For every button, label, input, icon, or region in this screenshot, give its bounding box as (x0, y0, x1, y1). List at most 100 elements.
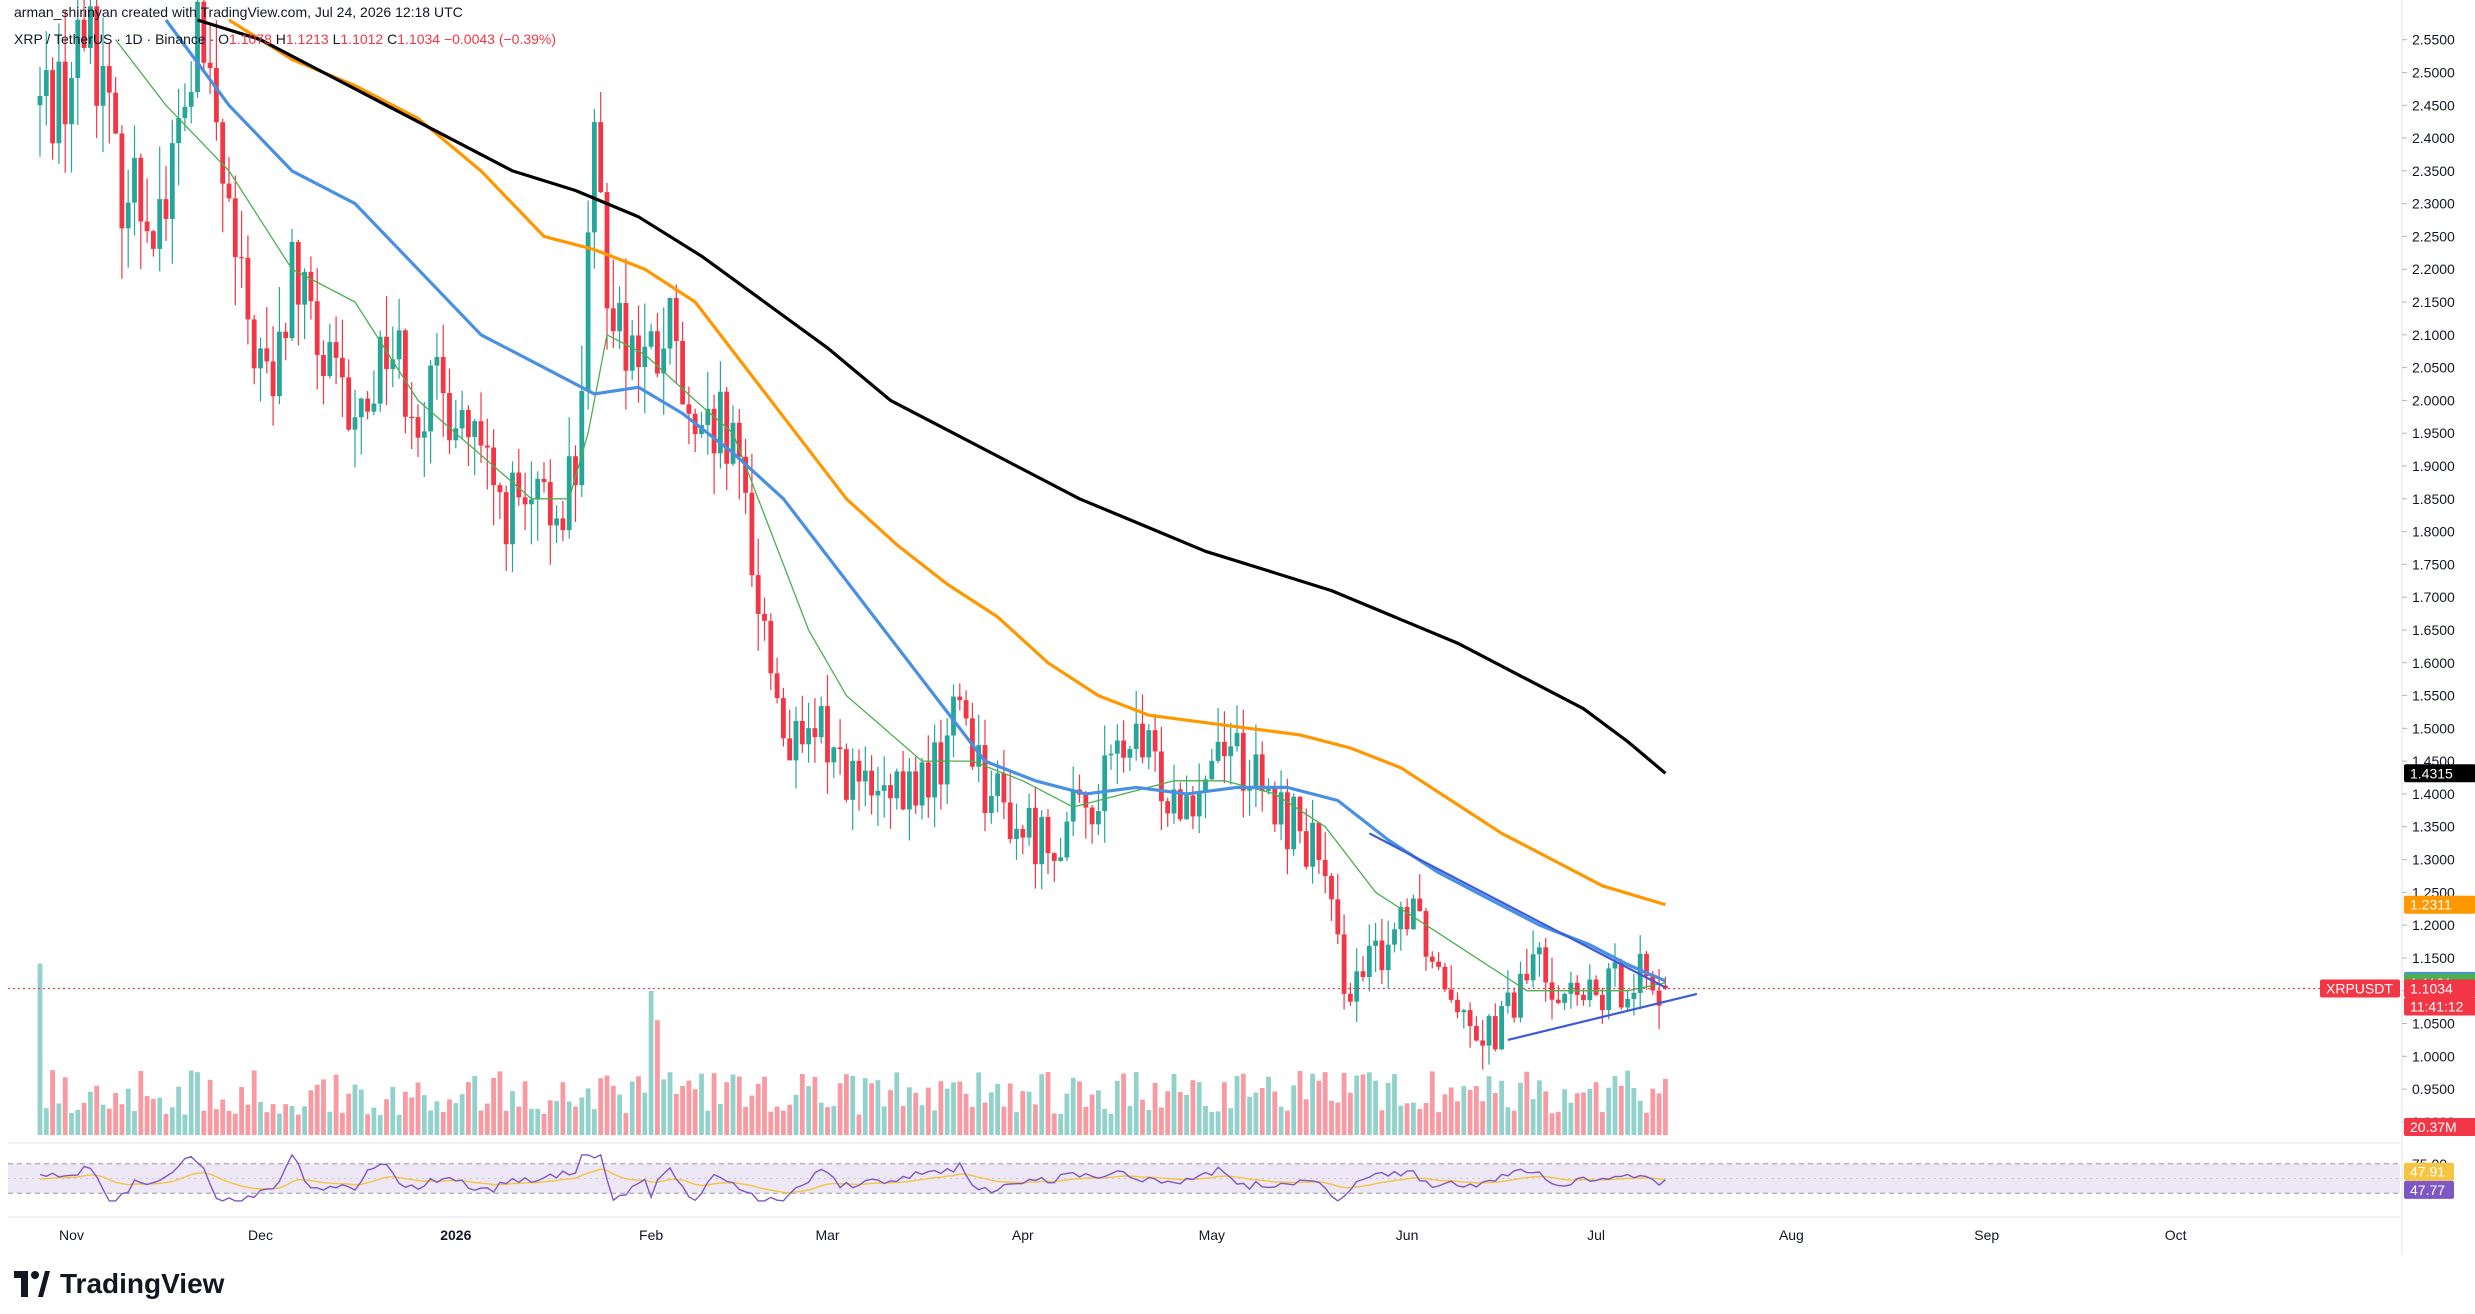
volume-bar (547, 1100, 553, 1135)
volume-bar (944, 1088, 950, 1135)
candle-body (409, 416, 415, 418)
volume-bar (1455, 1101, 1460, 1135)
volume-bar (762, 1076, 767, 1135)
candle-body (604, 192, 610, 309)
candle-body (529, 499, 534, 505)
volume-bar (736, 1076, 742, 1135)
candle-body (371, 403, 377, 412)
price-tag-label: 1.1034 (2410, 980, 2453, 996)
price-tag-label: XRPUSDT (2326, 980, 2393, 996)
volume-bar (163, 1113, 169, 1135)
volume-bar (169, 1107, 175, 1135)
volume-bar (1177, 1091, 1183, 1135)
time-axis-label: Jul (1587, 1227, 1605, 1243)
candle-body (881, 785, 887, 791)
volume-bar (1360, 1074, 1366, 1135)
volume-bar (1606, 1087, 1612, 1135)
volume-bar (239, 1087, 244, 1135)
candle-body (1417, 898, 1423, 912)
volume-bar (226, 1110, 232, 1135)
candle-body (988, 795, 994, 814)
price-tag-bg (2404, 979, 2475, 998)
candle-body (1341, 934, 1347, 994)
candle-body (1650, 976, 1656, 991)
candle-body (560, 518, 566, 531)
volume-bar (428, 1110, 433, 1135)
candle-body (50, 70, 55, 144)
candle-body (1644, 953, 1649, 977)
ohlc-low-value: 1.1012 (340, 31, 384, 47)
volume-bar (1486, 1076, 1492, 1135)
volume-bar (434, 1101, 440, 1135)
candle-body (1379, 940, 1385, 971)
volume-bar (541, 1113, 547, 1135)
candle-body (239, 257, 244, 259)
volume-bar (50, 1070, 55, 1135)
volume-bar (1429, 1071, 1435, 1135)
volume-bar (1133, 1072, 1139, 1135)
candle-body (1272, 787, 1278, 825)
candle-body (547, 482, 553, 526)
price-tick-label: 2.2500 (2412, 228, 2455, 244)
candle-body (579, 391, 585, 486)
price-tick-label: 1.1500 (2412, 950, 2455, 966)
candle-body (201, 1, 207, 63)
candle-body (1555, 999, 1561, 1003)
volume-bar (1423, 1102, 1429, 1135)
volume-bar (774, 1106, 780, 1135)
candle-body (1600, 994, 1605, 1011)
rsi-tag-label: 47.77 (2410, 1182, 2445, 1198)
candle-body (1108, 753, 1114, 756)
candle-body (283, 331, 289, 339)
candle-body (925, 762, 931, 798)
candle-body (888, 785, 893, 799)
candle-body (377, 336, 383, 404)
volume-bar (1259, 1087, 1265, 1135)
candle-body (938, 742, 944, 785)
volume-bar (302, 1106, 307, 1135)
volume-bar (321, 1079, 326, 1135)
candle-body (466, 410, 471, 438)
candle-body (541, 478, 547, 483)
volume-bar (850, 1075, 856, 1135)
candle-body (869, 770, 874, 796)
candle-body (812, 728, 818, 738)
candle-body (932, 742, 937, 798)
volume-bar (220, 1099, 226, 1135)
candle-body (1127, 749, 1133, 758)
candle-body (447, 393, 452, 441)
volume-bar (214, 1109, 219, 1135)
rsi-ma-line (39, 1168, 1666, 1194)
candle-body (655, 331, 660, 374)
candle-body (365, 398, 370, 412)
volume-bar (277, 1113, 282, 1135)
candle-body (295, 242, 301, 305)
volume-bar (1007, 1083, 1013, 1135)
price-tick-label: 2.4500 (2412, 97, 2455, 113)
volume-bar (182, 1114, 188, 1135)
candle-body (667, 298, 673, 349)
candle-body (69, 78, 74, 125)
volume-bar (1461, 1086, 1467, 1135)
time-axis-label: Jun (1396, 1227, 1419, 1243)
price-tag-bg (2404, 895, 2475, 914)
volume-bar (245, 1104, 251, 1135)
candle-body (1209, 760, 1215, 780)
volume-bar (1140, 1099, 1145, 1135)
candle-body (806, 728, 811, 745)
candle-body (831, 747, 837, 763)
volume-bar (529, 1108, 534, 1135)
candle-body (1322, 859, 1328, 876)
price-tick-label: 2.3000 (2412, 196, 2455, 212)
price-tick-label: 1.3500 (2412, 819, 2455, 835)
tradingview-brand[interactable]: TradingView (14, 1268, 224, 1300)
time-axis-label: Nov (59, 1227, 84, 1243)
volume-bar (384, 1099, 389, 1135)
volume-bar (1480, 1101, 1486, 1135)
volume-bar (1341, 1072, 1347, 1135)
volume-bar (686, 1080, 692, 1135)
candle-body (151, 231, 156, 249)
volume-bar (113, 1093, 118, 1135)
